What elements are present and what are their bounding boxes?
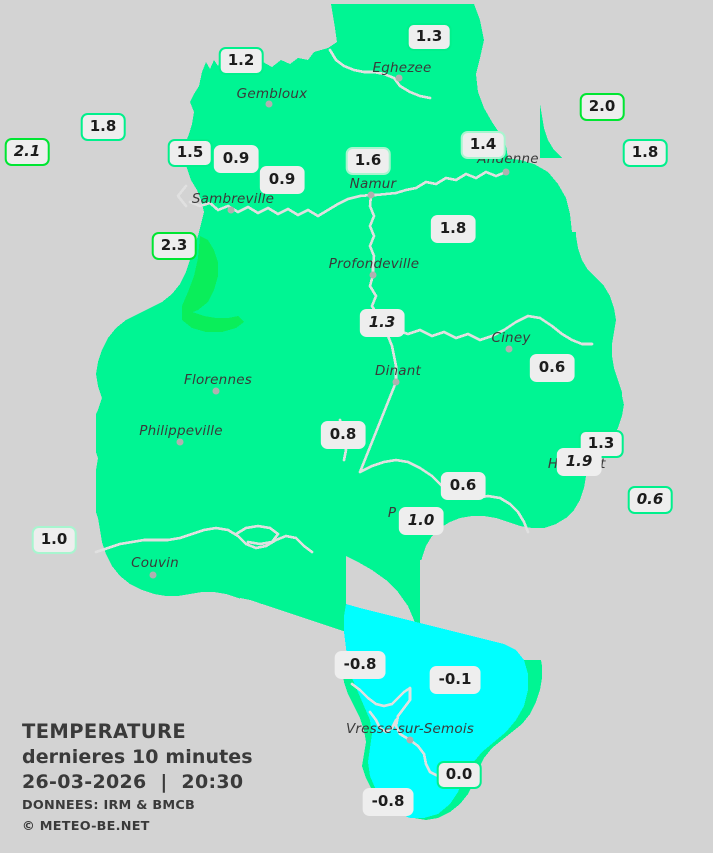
caption-datetime: 26-03-2026 | 20:30	[22, 770, 244, 793]
caption-copyright: © METEO-BE.NET	[22, 819, 150, 835]
temperature-chip: 0.9	[213, 145, 259, 173]
temperature-chip: 1.8	[622, 139, 668, 167]
temperature-chip: 1.3	[406, 23, 452, 51]
temperature-chip: 1.9	[556, 448, 602, 476]
temperature-chip: 1.0	[398, 507, 444, 535]
city-dot	[367, 191, 375, 199]
city-dot	[212, 387, 220, 395]
zone-green	[182, 236, 218, 314]
zone-green-patch	[182, 306, 244, 332]
temperature-chip: 2.0	[579, 93, 625, 121]
temperature-chip: 1.5	[167, 139, 213, 167]
city-dot	[505, 345, 513, 353]
caption-source: DONNEES: IRM & BMCB	[22, 797, 195, 813]
temperature-chip: 2.3	[151, 232, 197, 260]
temperature-chip: 1.8	[430, 215, 476, 243]
temperature-chip: 1.6	[345, 147, 391, 175]
temperature-chip: 0.8	[320, 421, 366, 449]
temperature-chip: -0.8	[334, 651, 386, 679]
temperature-chip: 1.2	[218, 47, 264, 75]
temperature-chip: 1.8	[80, 113, 126, 141]
temperature-chip: 0.9	[259, 166, 305, 194]
temperature-chip: 0.6	[627, 486, 673, 514]
temperature-chip: 1.4	[460, 131, 506, 159]
province-shape	[72, 4, 660, 820]
map-caption: TEMPERATURE dernieres 10 minutes 26-03-2…	[22, 720, 253, 837]
temperature-chip: 0.6	[440, 472, 486, 500]
temperature-chip: -0.1	[429, 666, 481, 694]
zone-cyan	[344, 604, 528, 818]
city-dot	[406, 736, 414, 744]
city-dot	[227, 206, 235, 214]
city-dot	[369, 271, 377, 279]
city-dot	[502, 168, 510, 176]
city-dot	[395, 74, 403, 82]
temperature-chip: 0.0	[436, 761, 482, 789]
temperature-chip: 1.0	[31, 526, 77, 554]
temperature-chip: -0.8	[362, 788, 414, 816]
temperature-chip: 1.3	[359, 309, 405, 337]
caption-title: TEMPERATURE	[22, 720, 187, 744]
city-dot	[265, 100, 273, 108]
temperature-chip: 2.1	[4, 138, 50, 166]
caption-subtitle: dernieres 10 minutes	[22, 746, 253, 769]
temperature-chip: 0.6	[529, 354, 575, 382]
city-dot	[149, 571, 157, 579]
city-dot	[392, 378, 400, 386]
city-dot	[176, 438, 184, 446]
